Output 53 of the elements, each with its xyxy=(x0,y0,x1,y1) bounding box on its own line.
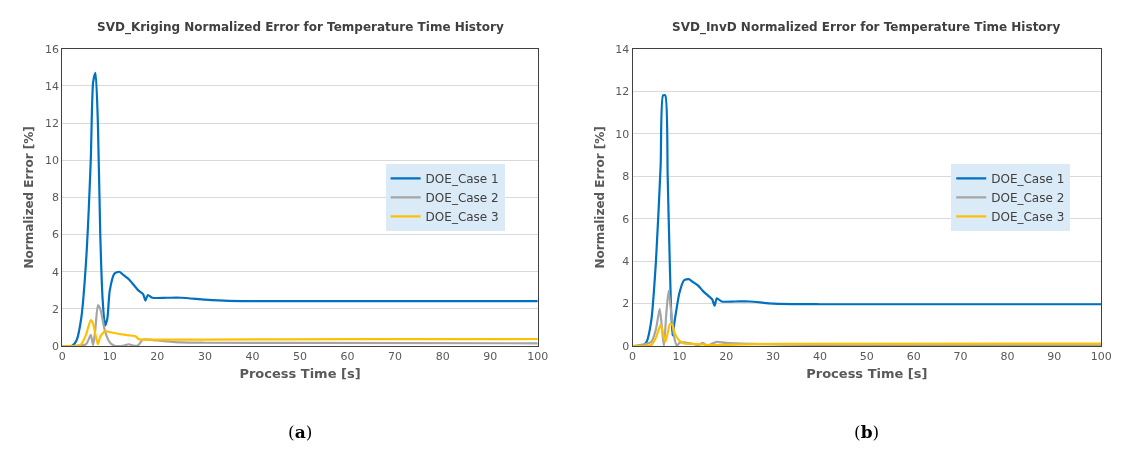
y-tick-label: 10 xyxy=(45,154,60,168)
y-tick-label: 14 xyxy=(615,42,630,56)
line-series xyxy=(632,322,1102,347)
x-tick-label: 80 xyxy=(1000,350,1015,364)
x-tick-label: 60 xyxy=(906,350,921,364)
x-tick-label: 10 xyxy=(102,350,117,364)
y-tick-label: 14 xyxy=(45,79,60,93)
chart-title: SVD_InvD Normalized Error for Temperature Time History xyxy=(672,20,1061,35)
y-axis-title: Normalized Error [%] xyxy=(22,126,37,269)
y-tick-label: 12 xyxy=(45,116,60,130)
x-tick-label: 70 xyxy=(953,350,968,364)
y-tick-label: 8 xyxy=(52,191,60,205)
x-axis-title: Process Time [s] xyxy=(239,365,361,381)
x-axis-title: Process Time [s] xyxy=(806,365,928,381)
line-series xyxy=(62,318,538,347)
legend-label: DOE_Case 3 xyxy=(991,210,1065,225)
legend-label: DOE_Case 2 xyxy=(425,191,499,206)
x-tick-label: 100 xyxy=(527,350,549,364)
y-tick-label: 6 xyxy=(52,228,60,242)
x-tick-label: 100 xyxy=(1090,350,1112,364)
x-tick-label: 70 xyxy=(388,350,403,364)
legend-label: DOE_Case 2 xyxy=(991,191,1065,206)
x-tick-label: 40 xyxy=(812,350,827,364)
chart-title: SVD_Kriging Normalized Error for Temperature Time History xyxy=(97,20,504,35)
text: (b) xyxy=(854,422,880,442)
x-tick-label: 30 xyxy=(197,350,212,364)
x-tick-label: 80 xyxy=(435,350,450,364)
y-tick-label: 8 xyxy=(622,170,630,184)
x-tick-label: 50 xyxy=(859,350,874,364)
y-tick-label: 4 xyxy=(622,254,630,268)
legend-label: DOE_Case 1 xyxy=(991,172,1065,187)
y-tick-label: 2 xyxy=(622,297,630,311)
x-tick-label: 90 xyxy=(1047,350,1062,364)
text: (a) xyxy=(288,422,313,442)
legend-label: DOE_Case 3 xyxy=(425,210,499,225)
y-tick-label: 10 xyxy=(615,127,630,141)
y-tick-label: 16 xyxy=(45,42,60,56)
x-tick-label: 60 xyxy=(340,350,355,364)
y-axis-title: Normalized Error [%] xyxy=(592,126,607,269)
x-tick-label: 10 xyxy=(672,350,687,364)
y-tick-label: 6 xyxy=(622,212,630,226)
x-tick-label: 30 xyxy=(766,350,781,364)
y-tick-label: 0 xyxy=(622,339,630,353)
x-tick-label: 50 xyxy=(293,350,307,364)
x-tick-label: 20 xyxy=(719,350,734,364)
y-tick-label: 12 xyxy=(615,85,630,99)
x-tick-label: 40 xyxy=(245,350,260,364)
y-tick-label: 0 xyxy=(52,339,60,353)
x-tick-label: 90 xyxy=(483,350,498,364)
legend-label: DOE_Case 1 xyxy=(425,172,499,187)
y-tick-label: 2 xyxy=(52,302,60,316)
y-tick-label: 4 xyxy=(52,265,60,279)
x-tick-label: 20 xyxy=(150,350,165,364)
